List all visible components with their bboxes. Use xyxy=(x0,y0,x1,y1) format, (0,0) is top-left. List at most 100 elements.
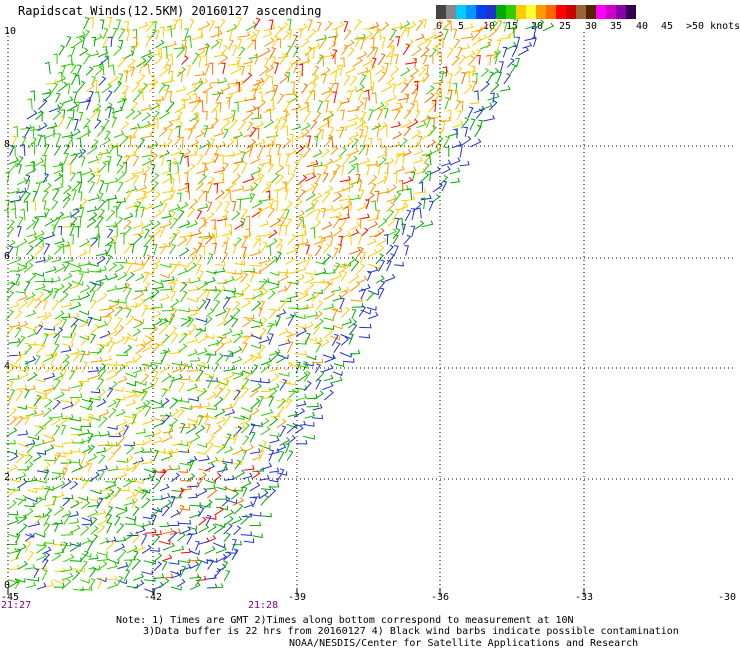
wind-barb xyxy=(377,71,387,83)
wind-barb xyxy=(379,101,390,111)
wind-barb xyxy=(343,39,355,50)
wind-barb xyxy=(331,53,336,65)
wind-barb xyxy=(193,112,199,122)
wind-barb xyxy=(403,109,412,120)
wind-barb xyxy=(245,215,251,229)
wind-barb xyxy=(135,193,148,201)
wind-barb xyxy=(285,443,290,454)
wind-barb xyxy=(60,318,68,329)
wind-barb xyxy=(180,422,186,434)
wind-barb xyxy=(409,67,420,78)
wind-barb xyxy=(321,208,326,218)
wind-barb xyxy=(429,146,440,155)
wind-barb xyxy=(149,235,155,247)
wind-barb xyxy=(212,567,222,580)
wind-barb xyxy=(429,166,441,175)
wind-barb xyxy=(15,155,24,168)
wind-barb xyxy=(291,34,298,47)
wind-barb xyxy=(234,469,245,479)
wind-barb xyxy=(195,425,206,435)
wind-barb xyxy=(123,478,133,488)
wind-barb xyxy=(189,502,202,507)
wind-barb xyxy=(269,467,280,473)
legend-color-segment xyxy=(536,5,546,19)
wind-barb xyxy=(34,425,44,437)
wind-barb xyxy=(285,72,291,83)
wind-barb xyxy=(186,220,198,229)
wind-barb xyxy=(267,181,272,193)
wind-barb xyxy=(160,386,171,392)
wind-barb xyxy=(295,324,307,330)
wind-barb xyxy=(97,516,109,526)
wind-barb xyxy=(277,398,286,409)
wind-barb xyxy=(187,309,198,318)
wind-barb xyxy=(276,309,287,317)
wind-barb xyxy=(286,148,297,157)
wind-barb xyxy=(207,253,214,265)
wind-barb xyxy=(454,66,463,77)
wind-barb xyxy=(342,358,355,363)
wind-barb xyxy=(402,43,411,56)
wind-barb xyxy=(257,395,264,408)
wind-barb xyxy=(114,426,126,436)
wind-barb xyxy=(386,94,397,102)
wind-barb xyxy=(117,486,130,492)
wind-barb xyxy=(53,211,65,222)
wind-barb xyxy=(364,144,370,156)
wind-barb xyxy=(223,128,229,139)
wind-barb xyxy=(410,171,416,182)
wind-barb xyxy=(307,28,317,39)
wind-barb xyxy=(70,500,80,509)
wind-barb xyxy=(231,173,242,185)
wind-barb xyxy=(105,489,115,500)
wind-barb xyxy=(54,567,65,573)
wind-barb xyxy=(61,413,74,420)
wind-barb xyxy=(105,442,115,452)
wind-barb xyxy=(170,571,180,579)
wind-barb xyxy=(259,47,271,58)
wind-barb xyxy=(8,517,19,525)
wind-barb xyxy=(223,486,236,493)
wind-barb xyxy=(197,47,207,57)
wind-barb xyxy=(176,578,186,588)
wind-barb xyxy=(349,246,361,255)
wind-barb xyxy=(231,210,241,221)
wind-barb xyxy=(375,209,380,220)
wind-barb xyxy=(306,293,316,302)
wind-barb xyxy=(167,128,174,141)
wind-barb xyxy=(349,228,360,237)
wind-barb xyxy=(35,378,46,383)
wind-barb xyxy=(442,19,452,30)
wind-barb xyxy=(108,144,116,155)
wind-barb xyxy=(142,473,152,481)
wind-barb xyxy=(180,290,188,303)
wind-barb xyxy=(222,210,230,221)
wind-barb xyxy=(117,375,128,384)
wind-barb xyxy=(347,47,355,58)
wind-barb xyxy=(179,398,190,404)
wind-barb xyxy=(24,280,31,291)
wind-barb xyxy=(286,341,294,354)
wind-barb xyxy=(195,369,204,382)
legend-label: 5 xyxy=(458,21,465,32)
wind-barb xyxy=(473,48,481,59)
wind-barb xyxy=(54,310,65,320)
wind-barb xyxy=(105,307,115,317)
wind-barb xyxy=(162,542,175,551)
wind-barb xyxy=(348,90,353,101)
wind-barb xyxy=(219,172,225,184)
wind-barb xyxy=(231,356,242,364)
wind-barb xyxy=(50,416,61,426)
wind-barb xyxy=(308,74,320,85)
wind-barb xyxy=(295,340,307,345)
wind-barb xyxy=(131,558,141,570)
wind-barb xyxy=(329,170,338,183)
wind-barb xyxy=(212,299,221,311)
wind-barb xyxy=(53,378,61,391)
wind-barb xyxy=(69,557,82,562)
wind-barb xyxy=(424,64,429,75)
legend-color-segment xyxy=(596,5,606,19)
wind-barb xyxy=(300,38,310,48)
wind-barb xyxy=(247,31,257,41)
wind-barb xyxy=(34,245,44,256)
